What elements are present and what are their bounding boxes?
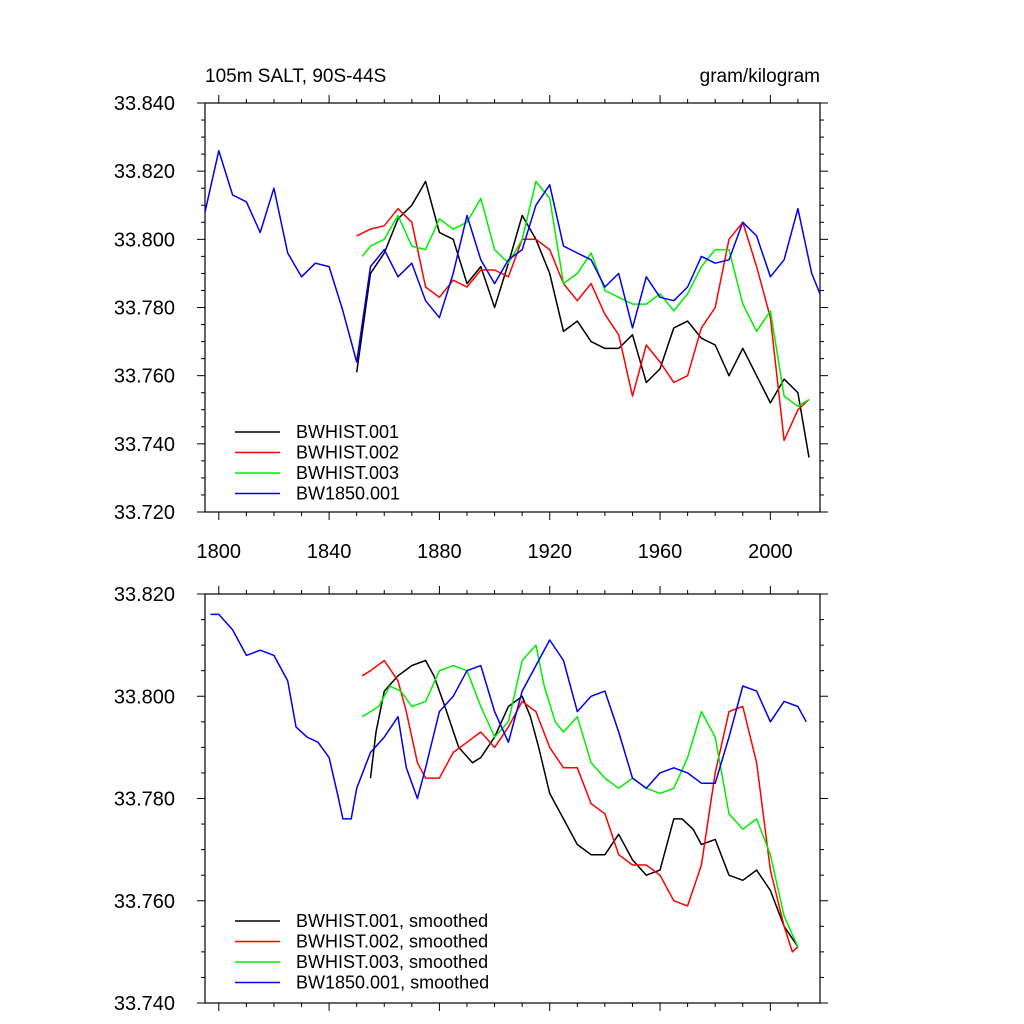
bottom-y-tick-label: 33.820: [114, 584, 175, 606]
top-legend-label-3: BWHIST.003: [296, 463, 399, 483]
bottom-y-tick-label: 33.780: [114, 789, 175, 811]
units-label: gram/kilogram: [700, 66, 820, 87]
top-x-tick-label: 1920: [527, 541, 572, 563]
top-y-tick-label: 33.740: [114, 434, 175, 456]
bottom-legend-label-2: BWHIST.002, smoothed: [296, 932, 488, 952]
top-x-tick-label: 1880: [417, 541, 462, 563]
bottom-y-tick-label: 33.740: [114, 993, 175, 1015]
top-panel: 105m SALT, 90S-44S gram/kilogram 33.720 3…: [114, 66, 828, 563]
top-legend-label-4: BW1850.001: [296, 484, 400, 504]
bottom-series-line-1: [369, 659, 799, 948]
top-y-tick-label: 33.800: [114, 229, 175, 251]
bottom-legend-label-3: BWHIST.003, smoothed: [296, 952, 488, 972]
top-series-line-3: [361, 180, 810, 408]
bottom-y-tick-label: 33.800: [114, 686, 175, 708]
chart-title: 105m SALT, 90S-44S: [205, 66, 386, 87]
bottom-y-tick-label: 33.760: [114, 891, 175, 913]
top-series-line-1: [355, 180, 810, 458]
top-legend-label-1: BWHIST.001: [296, 422, 399, 442]
top-y-tick-label: 33.840: [114, 93, 175, 115]
bottom-legend-label-1: BWHIST.001, smoothed: [296, 911, 488, 931]
top-x-tick-label: 1840: [307, 541, 352, 563]
top-x-tick-label: 1800: [197, 541, 242, 563]
top-y-tick-label: 33.720: [114, 502, 175, 524]
top-y-tick-label: 33.780: [114, 298, 175, 320]
bottom-series-line-3: [361, 644, 799, 948]
top-series-line-4: [204, 149, 821, 363]
top-legend-label-2: BWHIST.002: [296, 443, 399, 463]
top-x-tick-label: 1960: [638, 541, 683, 563]
bottom-series-line-4: [210, 613, 807, 820]
top-y-tick-label: 33.820: [114, 161, 175, 183]
bottom-series-line-2: [361, 659, 799, 953]
top-y-tick-label: 33.760: [114, 366, 175, 388]
bottom-panel: 33.740 33.760 33.780 33.800 33.820 BWHIST.001…: [114, 584, 828, 1015]
top-x-tick-label: 2000: [748, 541, 793, 563]
top-series-line-2: [356, 207, 810, 442]
bottom-legend-label-4: BW1850.001, smoothed: [296, 973, 489, 993]
